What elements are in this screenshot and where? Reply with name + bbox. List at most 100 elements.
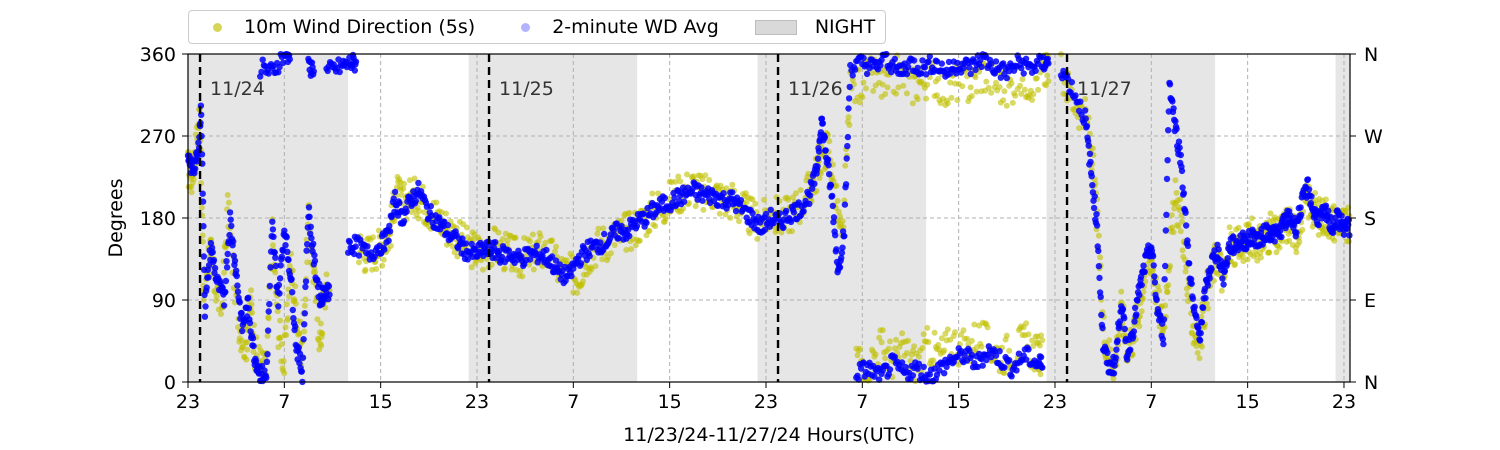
wd-average-point [761, 226, 769, 233]
wd-average-point [526, 256, 534, 263]
wd-average-point [841, 232, 848, 240]
wind-direction-point [611, 242, 618, 248]
x-axis-ticks: 23 7 15 23 7 15 23 7 15 23 7 15 23 [176, 382, 1356, 413]
wind-direction-point [1232, 261, 1238, 268]
wd-average-point [1099, 324, 1106, 332]
wind-direction-point [283, 301, 290, 308]
wd-average-point [325, 282, 333, 290]
wind-direction-marker-icon [213, 22, 222, 32]
wind-direction-point [964, 335, 971, 342]
wind-direction-point [662, 215, 669, 222]
wd-average-point [978, 63, 985, 71]
y-axis-right-ticks: N E S W N [1350, 44, 1383, 394]
wind-direction-point [1044, 72, 1051, 79]
wind-direction-point [1136, 323, 1143, 330]
wd-average-point [269, 218, 276, 225]
wd-average-point [910, 57, 918, 64]
wind-direction-point [519, 273, 526, 280]
wd-average-point [954, 59, 961, 67]
wd-average-point [1097, 293, 1104, 300]
wd-average-point [299, 354, 307, 361]
wd-average-point [1134, 297, 1141, 304]
wind-direction-point [835, 208, 842, 215]
wind-direction-point [919, 345, 926, 351]
wind-direction-point [317, 320, 324, 327]
wd-average-point [633, 222, 641, 230]
wd-average-point [1008, 373, 1015, 380]
wind-direction-point [1257, 254, 1264, 261]
wind-direction-point [749, 196, 756, 203]
wind-direction-point [1194, 349, 1201, 356]
wd-average-point [1184, 242, 1192, 249]
wind-direction-point [729, 181, 736, 188]
wd-average-point [1327, 213, 1334, 221]
wd-average-point [285, 256, 292, 264]
wind-direction-point [1003, 102, 1010, 109]
wd-average-point [1169, 98, 1176, 105]
wd-average-point [1096, 274, 1103, 282]
wind-direction-point [924, 81, 931, 88]
wd-average-point [533, 242, 540, 249]
wd-average-point [1020, 70, 1027, 77]
wind-direction-point [947, 79, 954, 86]
wind-direction-point [449, 243, 456, 250]
wind-direction-point [947, 336, 954, 343]
wd-average-point [300, 336, 307, 343]
wd-average-point [1165, 127, 1172, 134]
wd-average-point [271, 249, 278, 256]
wd-average-point [543, 246, 550, 254]
wd-average-point [385, 237, 392, 244]
wind-direction-point [200, 296, 207, 303]
wind-direction-point [530, 266, 537, 273]
wd-average-point [1006, 68, 1013, 75]
wind-direction-point [292, 300, 299, 307]
wind-direction-point [406, 177, 413, 184]
wd-average-point [819, 120, 826, 127]
wd-average-point [640, 210, 647, 217]
wd-average-point [749, 210, 756, 217]
wd-average-point [1113, 346, 1120, 353]
wd-average-point [234, 288, 242, 295]
wind-direction-point [702, 172, 709, 179]
wd-average-point [586, 252, 593, 260]
wind-direction-point [1299, 226, 1306, 233]
wind-direction-point [941, 347, 948, 354]
wd-average-point [1162, 227, 1170, 234]
wind-direction-point [972, 74, 979, 81]
wind-direction-point [842, 162, 849, 169]
wind-direction-point [1177, 196, 1184, 203]
x-tick-label: 15 [658, 391, 682, 413]
wd-average-point [844, 142, 851, 150]
wind-direction-point [1095, 232, 1102, 239]
x-tick-label: 23 [754, 391, 778, 413]
wind-direction-point [243, 356, 250, 363]
wind-direction-point [716, 210, 723, 217]
wind-direction-point [225, 199, 232, 206]
wd-average-point [1078, 111, 1085, 119]
wd-average-point [1179, 184, 1186, 191]
wind-direction-point [265, 315, 272, 322]
wind-direction-point [690, 173, 697, 180]
wd-average-point [202, 303, 209, 310]
wd-average-point [1001, 364, 1008, 371]
wind-direction-point [983, 78, 990, 85]
wd-average-point [261, 367, 268, 374]
wind-direction-point [675, 173, 682, 180]
wind-direction-point [574, 289, 581, 296]
wd-average-point [281, 227, 288, 234]
wd-average-point [245, 305, 252, 312]
wind-direction-point [1226, 224, 1233, 231]
wd-average-point [459, 235, 466, 242]
wd-average-point [878, 56, 885, 64]
wind-direction-point [706, 177, 713, 183]
wind-direction-point [859, 94, 866, 101]
wd-average-point [1121, 315, 1128, 322]
wd-average-point [1133, 311, 1140, 318]
wind-direction-point [1315, 200, 1322, 207]
wd-average-point [1013, 367, 1020, 374]
wind-direction-point [302, 296, 309, 303]
legend-item-wd-average: 2-minute WD Avg [511, 16, 719, 38]
wd-average-point [415, 179, 422, 187]
wd-average-point [830, 214, 838, 221]
wind-direction-point [1182, 268, 1189, 275]
